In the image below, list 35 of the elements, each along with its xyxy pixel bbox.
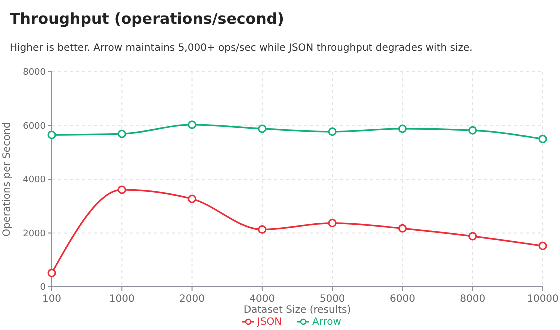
point bbox=[538, 134, 548, 144]
point bbox=[258, 124, 267, 134]
point bbox=[48, 269, 56, 278]
y-tick-label: 2000 bbox=[23, 229, 46, 240]
point bbox=[538, 242, 548, 250]
y-tick-label: 6000 bbox=[23, 122, 46, 132]
point bbox=[468, 232, 478, 241]
x-tick-label: 6000 bbox=[390, 294, 416, 305]
point bbox=[48, 130, 56, 140]
point bbox=[188, 194, 197, 204]
legend-label: Arrow bbox=[312, 317, 342, 328]
point bbox=[468, 126, 478, 135]
point bbox=[118, 130, 126, 138]
x-tick-label: 10000 bbox=[527, 294, 559, 305]
point bbox=[258, 226, 267, 234]
point bbox=[398, 224, 407, 233]
point bbox=[398, 124, 407, 134]
x-tick-label: 8000 bbox=[460, 294, 486, 305]
point bbox=[328, 219, 337, 228]
y-axis-title: Operations per Second bbox=[2, 122, 13, 237]
x-tick-label: 5000 bbox=[320, 294, 346, 305]
point bbox=[118, 186, 126, 194]
chart-subtitle: Higher is better. Arrow maintains 5,000+ ops/sec while JSON throughput degrades with size. bbox=[10, 43, 473, 54]
x-tick-label: 4000 bbox=[250, 294, 276, 305]
legend-label: JSON bbox=[256, 317, 282, 328]
chart-title: Throughput (operations/second) bbox=[10, 10, 284, 28]
y-tick-label: 4000 bbox=[23, 176, 46, 186]
y-tick-label: 0 bbox=[40, 283, 46, 294]
y-tick-label: 8000 bbox=[23, 68, 46, 78]
point bbox=[188, 120, 197, 130]
x-axis-title: Dataset Size (results) bbox=[244, 305, 352, 316]
x-tick-label: 2000 bbox=[180, 294, 206, 305]
x-tick-label: 100 bbox=[42, 294, 62, 305]
x-tick-label: 1000 bbox=[109, 294, 135, 305]
point bbox=[328, 128, 337, 136]
